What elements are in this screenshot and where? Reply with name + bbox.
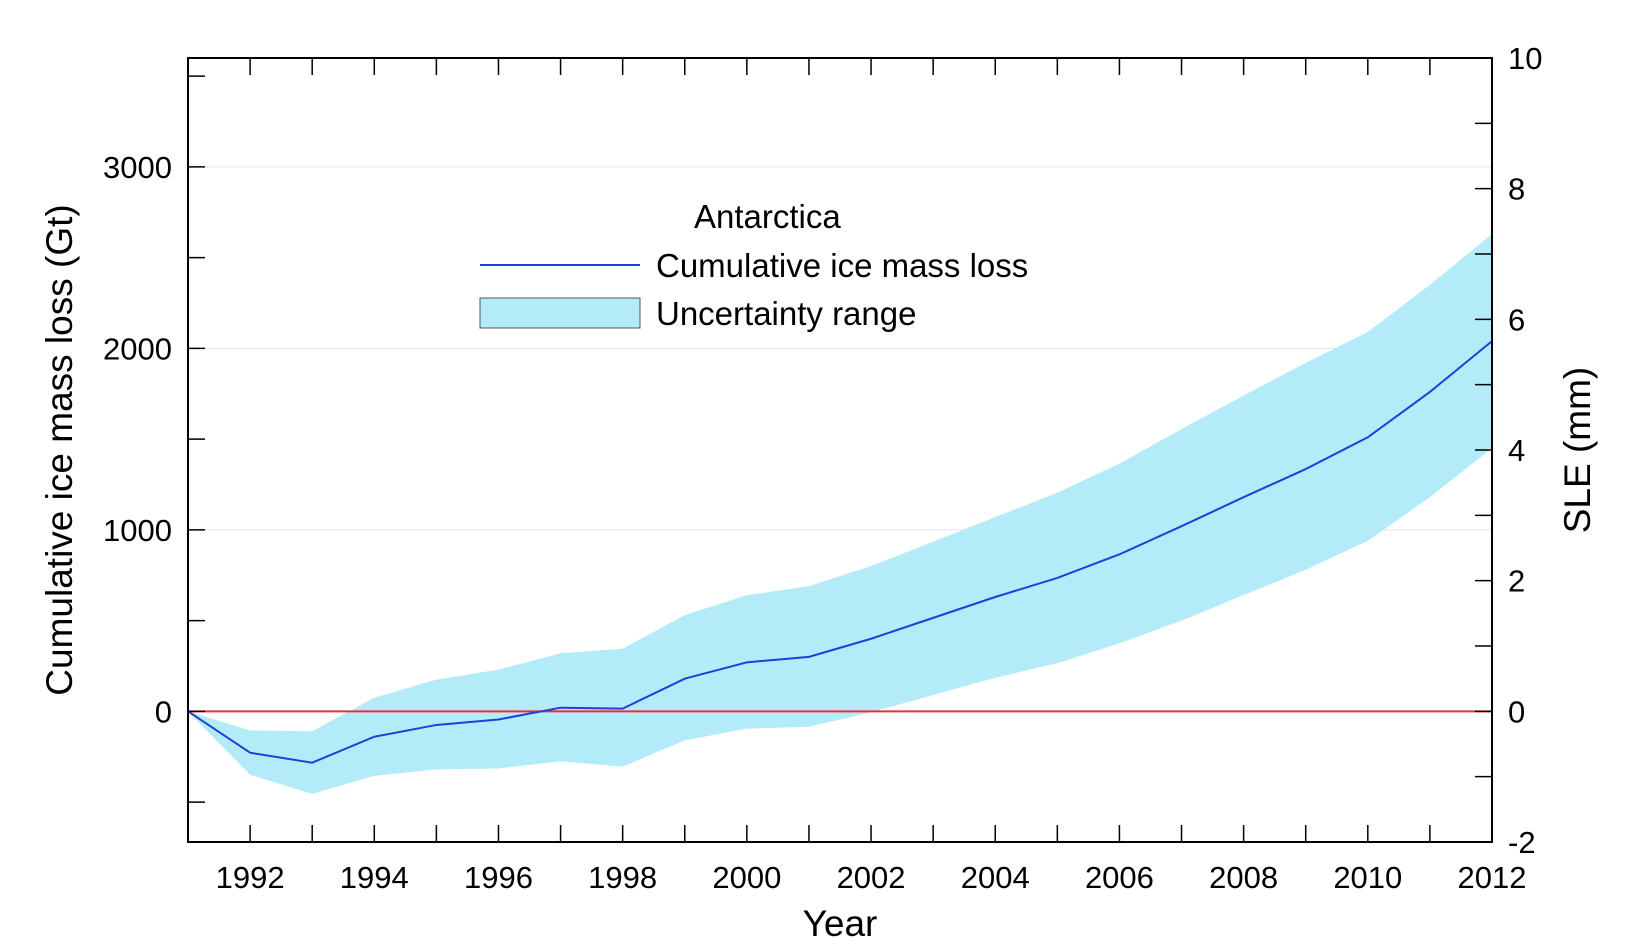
x-tick-label: 1994 bbox=[340, 860, 409, 895]
y2-tick-label: 0 bbox=[1508, 694, 1525, 729]
y-tick-label: 2000 bbox=[103, 331, 172, 366]
x-tick-label: 2006 bbox=[1085, 860, 1154, 895]
x-tick-label: 2002 bbox=[837, 860, 906, 895]
cumulative-loss-line bbox=[187, 340, 1493, 764]
x-tick-label: 1998 bbox=[588, 860, 657, 895]
legend-label-band: Uncertainty range bbox=[656, 295, 916, 332]
uncertainty-band bbox=[188, 234, 1492, 794]
legend-band-swatch bbox=[479, 297, 641, 329]
x-tick-label: 1996 bbox=[464, 860, 533, 895]
x-tick-label: 2004 bbox=[961, 860, 1030, 895]
y-tick-label: 3000 bbox=[103, 150, 172, 185]
y2-tick-label: -2 bbox=[1508, 825, 1536, 860]
x-tick-label: 2010 bbox=[1333, 860, 1402, 895]
y2-tick-label: 10 bbox=[1508, 41, 1542, 76]
y2-axis-title: SLE (mm) bbox=[1557, 367, 1598, 534]
y-tick-label: 0 bbox=[155, 694, 172, 729]
legend-label-line: Cumulative ice mass loss bbox=[656, 247, 1028, 284]
y2-tick-label: 6 bbox=[1508, 302, 1525, 337]
y-tick-label: 1000 bbox=[103, 513, 172, 548]
legend: Antarctica Cumulative ice mass loss Unce… bbox=[479, 198, 1028, 332]
axis-ticks bbox=[187, 57, 1493, 843]
x-tick-label: 1992 bbox=[216, 860, 285, 895]
legend-title: Antarctica bbox=[694, 198, 841, 235]
y2-tick-label: 4 bbox=[1508, 433, 1525, 468]
y2-tick-label: 2 bbox=[1508, 564, 1525, 599]
tick-labels: 1992 1994 1996 1998 2000 2002 2004 2006 2008 2010… bbox=[103, 41, 1542, 895]
x-tick-label: 2000 bbox=[712, 860, 781, 895]
y-axis-title: Cumulative ice mass loss (Gt) bbox=[39, 204, 80, 695]
x-tick-label: 2012 bbox=[1458, 860, 1527, 895]
x-tick-label: 2008 bbox=[1209, 860, 1278, 895]
y2-tick-label: 8 bbox=[1508, 172, 1525, 207]
x-axis-title: Year bbox=[803, 903, 878, 944]
